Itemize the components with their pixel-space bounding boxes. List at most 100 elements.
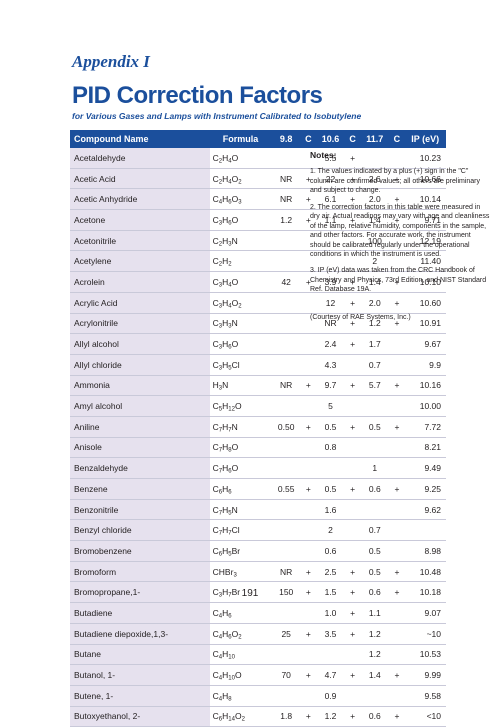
confirmed-11-7 <box>389 354 405 376</box>
confirmed-9-8 <box>300 457 316 479</box>
confirmed-9-8 <box>300 685 316 707</box>
formula-subscript: 7 <box>218 530 223 537</box>
formula-element: O <box>234 670 242 681</box>
formula: C3H6O <box>209 333 272 355</box>
confirmed-9-8: + <box>300 581 316 604</box>
ip-ev: 10.10 <box>404 271 446 293</box>
formula-subscript: 2 <box>228 261 232 268</box>
formula-subscript: 2 <box>238 179 242 186</box>
confirmed-11-7: + <box>389 375 405 397</box>
formula-element: H <box>222 463 229 474</box>
confirmed-9-8 <box>300 313 316 335</box>
value-11-7: 100 <box>360 230 390 252</box>
table-row: Acrolein C3H4O 42 +3.9 +1.4 +10.10 <box>70 271 446 293</box>
compound-name: Butene, 1- <box>70 685 210 707</box>
ip-ev: 12.19 <box>404 230 446 252</box>
confirmed-11-7 <box>389 602 405 624</box>
table-row: Acrylic Acid C3H4O2 12 +2.0 +10.60 <box>70 292 446 314</box>
confirmed-11-7: + <box>389 478 405 500</box>
confirmed-9-8: + <box>300 188 316 211</box>
courtesy-note: (Courtesy of RAE Systems, Inc.) <box>310 313 411 321</box>
formula-subscript: 3 <box>228 323 232 330</box>
note-3: 3. IP (eV) data was taken from the CRC H… <box>310 267 487 294</box>
formula-element: C <box>212 463 219 474</box>
formula-subscript: 8 <box>228 696 232 703</box>
table-row: Acrylonitrile C3H3N NR +1.2 +10.91 <box>70 313 446 335</box>
formula-element: O <box>231 442 239 453</box>
confirmed-10-6: + <box>345 313 361 335</box>
value-11-7: 5.7 <box>360 375 390 397</box>
confirmed-11-7: + <box>389 188 405 211</box>
confirmed-9-8: + <box>300 478 316 500</box>
value-11-7: 0.5 <box>360 561 390 583</box>
formula-subscript: 3 <box>218 344 223 351</box>
table-row: Butane C4H10 1.2 10.53 <box>70 644 446 666</box>
formula-element: H <box>222 359 229 370</box>
formula: C7H6O <box>209 457 272 479</box>
value-9-8 <box>271 602 301 624</box>
value-10-6: 1.1 <box>315 209 346 231</box>
table-row: Aniline C7H7N 0.50 +0.5 +0.5 +7.72 <box>70 416 446 438</box>
value-11-7: 1.4 <box>360 209 390 231</box>
table-row: Butene, 1- C4H8 0.9 9.58 <box>70 685 446 707</box>
formula-subscript: 7 <box>218 427 223 434</box>
confirmed-9-8: + <box>300 623 316 645</box>
formula: C3H6O <box>209 209 272 231</box>
table-row: Benzyl chloride C7H7Cl 2 0.7 <box>70 519 446 542</box>
table-row: Benzene C6H6 0.55 +0.5 +0.6 +9.25 <box>70 478 446 500</box>
header-lamp-11-7: 11.7 <box>360 130 390 148</box>
compound-name: Butadiene diepoxide,1,3- <box>70 623 210 645</box>
formula-element: N <box>231 504 238 515</box>
formula-element: H <box>212 380 219 391</box>
formula-element: C <box>212 545 219 556</box>
header-confirmed-11-7: C <box>389 130 405 148</box>
formula-element: H <box>222 235 229 246</box>
ip-ev: 9.62 <box>404 499 446 521</box>
value-9-8 <box>271 685 301 707</box>
compound-name: Allyl chloride <box>70 354 210 376</box>
formula: H3N <box>209 375 272 397</box>
confirmed-11-7: + <box>389 706 405 727</box>
value-11-7: 0.6 <box>360 706 390 727</box>
formula-subscript: 6 <box>228 613 232 620</box>
confirmed-9-8: + <box>300 271 316 293</box>
formula-subscript: 10 <box>228 654 235 661</box>
confirmed-10-6: + <box>345 271 361 293</box>
formula-element: C <box>212 442 219 453</box>
value-10-6: 5.5 <box>315 148 346 169</box>
value-10-6: 1.0 <box>315 602 346 624</box>
formula-element: C <box>212 504 219 515</box>
table-row: Acetonitrile C2H3N 100 12.19 <box>70 230 446 252</box>
confirmed-11-7 <box>389 148 405 169</box>
ip-ev: <10 <box>404 706 446 727</box>
value-10-6: 0.5 <box>315 416 346 438</box>
value-11-7: 2.6 <box>360 168 390 190</box>
appendix-label: Appendix I <box>72 52 150 71</box>
formula-element: H <box>222 587 229 598</box>
formula-subscript: 12 <box>228 406 235 413</box>
formula-element: C <box>212 525 219 536</box>
formula-element: H <box>222 442 229 453</box>
confirmed-10-6: + <box>345 602 361 624</box>
compound-name: Allyl alcohol <box>70 333 210 355</box>
formula: C4H10O <box>209 664 272 686</box>
formula-element: O <box>231 173 239 184</box>
confirmed-11-7: + <box>389 168 405 190</box>
confirmed-10-6 <box>345 230 361 252</box>
formula-subscript: 2 <box>218 158 223 165</box>
formula: C3H5Cl <box>209 354 272 376</box>
table-row: Bromoform CHBr3 NR +2.5 +0.5 +10.48 <box>70 561 446 583</box>
value-9-8 <box>271 250 301 273</box>
formula-element: H <box>222 297 229 308</box>
ip-ev: 10.66 <box>404 168 446 190</box>
confirmed-10-6: + <box>345 148 361 169</box>
formula-subscript: 3 <box>238 199 242 206</box>
formula-subscript: 4 <box>228 282 232 289</box>
compound-name: Acetonitrile <box>70 230 210 252</box>
confirmed-10-6 <box>345 540 361 562</box>
value-10-6 <box>315 457 346 479</box>
confirmed-9-8 <box>300 333 316 355</box>
table-row: Benzaldehyde C7H6O 1 9.49 <box>70 457 446 479</box>
ip-ev: 10.60 <box>404 292 446 314</box>
formula-subscript: 2 <box>241 716 245 723</box>
